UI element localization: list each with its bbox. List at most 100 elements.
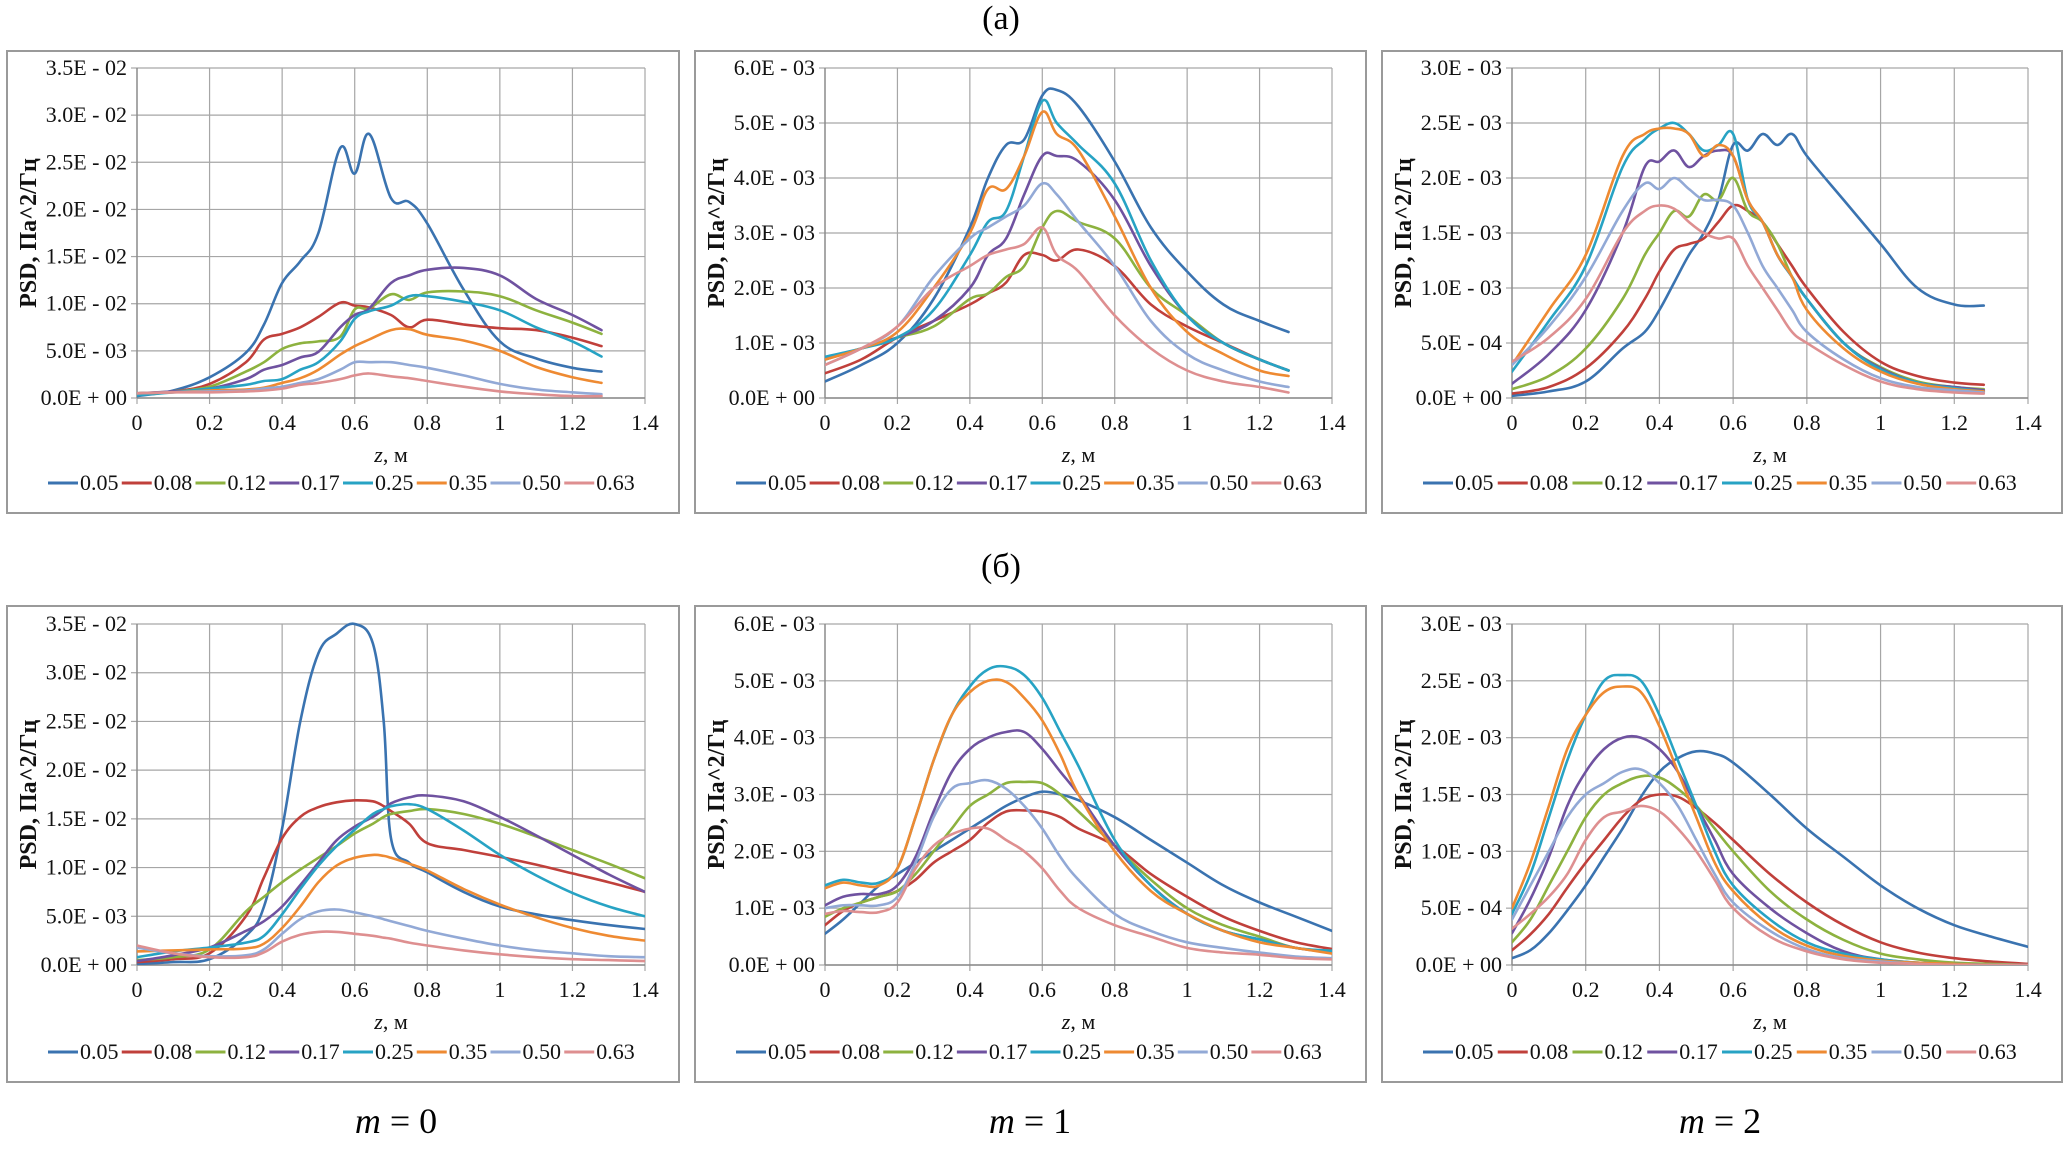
x-axis-label-unit: , м — [1070, 1009, 1095, 1034]
legend-label-0.63: 0.63 — [1978, 1039, 2017, 1064]
legend-label-0.05: 0.05 — [1455, 1039, 1494, 1064]
series-line-0.35 — [825, 678, 1332, 955]
series-line-0.63 — [825, 826, 1332, 961]
x-tick-label: 0.8 — [1101, 410, 1129, 435]
y-tick-label: 2.0E - 02 — [46, 196, 127, 221]
x-tick-label: 0.4 — [1646, 410, 1674, 435]
series-line-0.63 — [825, 226, 1290, 394]
y-tick-label: 2.0E - 03 — [1421, 165, 1502, 190]
y-tick-label: 1.5E - 03 — [1421, 220, 1502, 245]
series-line-0.12 — [137, 807, 645, 962]
series-group — [1512, 673, 2028, 965]
caption-m1: m = 1 — [930, 1100, 1130, 1142]
x-tick-label: 1.4 — [1318, 977, 1346, 1002]
row-label-b: (б) — [981, 548, 1021, 585]
y-tick-label: 0.0E + 00 — [1416, 952, 1502, 977]
chart-svg: 0.0E + 00 5.0E - 04 1.0E - 03 1.5E - 03 2.0E… — [1391, 611, 2042, 1064]
series-line-0.25 — [137, 802, 645, 959]
x-axis-label-var: z — [373, 1009, 383, 1034]
x-axis-label-unit: , м — [1762, 1009, 1787, 1034]
y-tick-label: 1.0E - 03 — [734, 895, 815, 920]
legend-label-0.08: 0.08 — [842, 470, 881, 495]
y-tick-label: 1.5E - 03 — [1421, 782, 1502, 807]
legend-label-0.50: 0.50 — [1904, 1039, 1943, 1064]
y-tick-label: 1.0E - 03 — [1421, 275, 1502, 300]
y-tick-label: 2.0E - 02 — [46, 757, 127, 782]
legend-label-0.17: 0.17 — [989, 470, 1028, 495]
y-tick-label: 5.0E - 03 — [734, 668, 815, 693]
caption-var: m — [1678, 1101, 1705, 1141]
series-line-0.63 — [1512, 804, 2028, 965]
y-tick-label: 6.0E - 03 — [734, 55, 815, 80]
x-tick-label: 0.2 — [884, 410, 912, 435]
y-tick-label: 2.5E - 03 — [1421, 668, 1502, 693]
y-tick-label: 5.0E - 04 — [1421, 330, 1502, 355]
chart-panel-a-m0: 0.0E + 00 5.0E - 03 1.0E - 02 1.5E - 02 2.0E… — [6, 50, 680, 514]
y-tick-label: 2.0E - 03 — [734, 838, 815, 863]
x-tick-label: 0.2 — [196, 410, 224, 435]
series-line-0.05 — [1512, 132, 1986, 398]
x-tick-label: 0.6 — [1719, 410, 1747, 435]
chart-svg: 0.0E + 00 5.0E - 03 1.0E - 02 1.5E - 02 2.0E… — [16, 611, 659, 1064]
x-tick-label: 1.2 — [1246, 977, 1274, 1002]
legend-label-0.63: 0.63 — [1978, 470, 2017, 495]
x-tick-label: 1 — [1182, 977, 1193, 1002]
series-line-0.05 — [1512, 749, 2028, 960]
series-line-0.25 — [825, 98, 1290, 372]
y-tick-label: 6.0E - 03 — [734, 611, 815, 636]
x-axis-label: z, м — [1752, 442, 1787, 467]
legend-label-0.25: 0.25 — [375, 470, 414, 495]
x-tick-label: 0.2 — [1572, 977, 1600, 1002]
x-axis-label: z, м — [373, 442, 408, 467]
legend-label-0.63: 0.63 — [1283, 470, 1322, 495]
x-tick-label: 1.4 — [1318, 410, 1346, 435]
legend-label-0.50: 0.50 — [1210, 470, 1249, 495]
y-tick-label: 2.5E - 02 — [46, 149, 127, 174]
x-tick-label: 0.6 — [1029, 410, 1057, 435]
legend-label-0.05: 0.05 — [768, 1039, 807, 1064]
x-axis-label: z, м — [1752, 1009, 1787, 1034]
legend-label-0.12: 0.12 — [915, 1039, 954, 1064]
y-tick-label: 3.0E - 02 — [46, 660, 127, 685]
series-line-0.63 — [1512, 204, 1986, 395]
legend-label-0.63: 0.63 — [1283, 1039, 1322, 1064]
y-tick-label: 0.0E + 00 — [41, 952, 127, 977]
legend-label-0.17: 0.17 — [301, 1039, 340, 1064]
y-tick-label: 1.0E - 02 — [46, 291, 127, 316]
chart-svg: 0.0E + 00 5.0E - 03 1.0E - 02 1.5E - 02 2.0E… — [16, 55, 659, 495]
x-tick-label: 0 — [132, 977, 143, 1002]
chart-panel-a-m2: 0.0E + 00 5.0E - 04 1.0E - 03 1.5E - 03 2.0E… — [1381, 50, 2063, 514]
x-tick-label: 1.2 — [1941, 410, 1969, 435]
legend-label-0.05: 0.05 — [80, 1039, 119, 1064]
legend-label-0.05: 0.05 — [80, 470, 119, 495]
y-tick-label: 2.0E - 03 — [734, 275, 815, 300]
caption-eq: = 1 — [1014, 1101, 1072, 1141]
y-tick-label: 0.0E + 00 — [729, 385, 815, 410]
chart-panel-b-m0: 0.0E + 00 5.0E - 03 1.0E - 02 1.5E - 02 2.0E… — [6, 605, 680, 1083]
legend-label-0.12: 0.12 — [1605, 1039, 1644, 1064]
x-tick-label: 0.2 — [196, 977, 224, 1002]
legend-label-0.12: 0.12 — [1605, 470, 1644, 495]
series-line-0.05 — [825, 87, 1290, 383]
caption-var: m — [354, 1101, 381, 1141]
legend-label-0.35: 0.35 — [1829, 470, 1868, 495]
x-tick-label: 0.8 — [1101, 977, 1129, 1002]
legend-label-0.50: 0.50 — [1904, 470, 1943, 495]
y-tick-label: 1.0E - 02 — [46, 855, 127, 880]
legend-label-0.12: 0.12 — [228, 1039, 267, 1064]
series-line-0.08 — [825, 248, 1290, 375]
y-tick-label: 4.0E - 03 — [734, 165, 815, 190]
chart-svg: 0.0E + 00 1.0E - 03 2.0E - 03 3.0E - 03 4.0E… — [704, 55, 1346, 495]
x-axis-label-var: z — [1061, 1009, 1071, 1034]
legend-label-0.35: 0.35 — [449, 1039, 488, 1064]
y-tick-label: 2.5E - 03 — [1421, 110, 1502, 135]
y-tick-label: 3.0E - 03 — [1421, 55, 1502, 80]
x-tick-label: 0.4 — [1646, 977, 1674, 1002]
y-tick-label: 3.0E - 03 — [734, 220, 815, 245]
x-tick-label: 0.6 — [341, 410, 369, 435]
series-group — [825, 87, 1290, 394]
series-line-0.35 — [1512, 126, 1986, 393]
series-line-0.35 — [825, 110, 1290, 378]
x-tick-label: 0.4 — [268, 410, 296, 435]
series-line-0.12 — [825, 780, 1332, 953]
